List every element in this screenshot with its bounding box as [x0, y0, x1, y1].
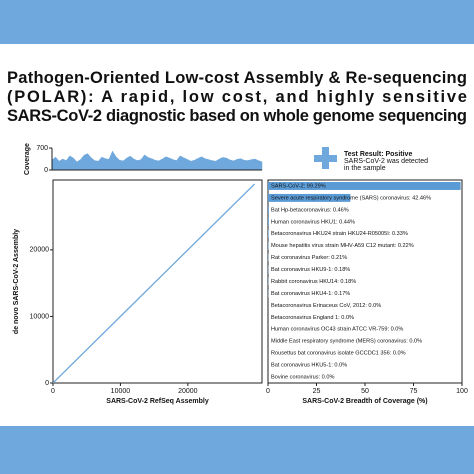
x-tick-label: 0: [51, 388, 55, 395]
bottom-band: [0, 426, 474, 474]
identity-line: [52, 183, 256, 384]
y-axis-label: de novo SARS-CoV-2 Assembly: [13, 229, 20, 334]
x-tick-label: 20000: [178, 388, 198, 395]
category-label: Betacoronavirus HKU24 strain HKU24-R0500…: [271, 231, 408, 237]
x-tick-label: 0: [266, 388, 270, 395]
title-line: SARS-CoV-2 diagnostic based on whole gen…: [7, 107, 467, 125]
x-tick-label: 10000: [111, 388, 131, 395]
y-tick-label: 0: [45, 380, 49, 387]
x-tick-label: 100: [456, 388, 468, 395]
test-result-line: in the sample: [344, 165, 386, 172]
category-label: Rousettus bat coronavirus isolate GCCDC1…: [271, 351, 406, 357]
y-tick-label: 700: [36, 145, 48, 152]
category-label: Bat coronavirus HKU5-1: 0.0%: [271, 363, 347, 369]
bar: [268, 217, 269, 226]
x-tick-label: 50: [361, 388, 369, 395]
category-label: Bat Hp-betacoronavirus: 0.46%: [271, 207, 349, 213]
x-axis-label: SARS-CoV-2 Breadth of Coverage (%): [302, 398, 427, 405]
coverage-area: [51, 150, 263, 171]
category-label: Bovine coronavirus: 0.0%: [271, 375, 334, 381]
test-result-line: SARS-CoV-2 was detected: [344, 158, 428, 165]
category-label: Betacoronavirus England 1: 0.0%: [271, 315, 354, 321]
bar: [268, 193, 351, 202]
category-label: Mouse hepatitis virus strain MHV-A59 C12…: [271, 243, 414, 249]
category-label: Human coronavirus HKU1: 0.44%: [271, 219, 355, 225]
plot-frame: [52, 179, 263, 384]
title-line: (POLAR): A rapid, low cost, and highly s…: [7, 88, 467, 106]
x-tick-label: 25: [313, 388, 321, 395]
x-axis-label: SARS-CoV-2 RefSeq Assembly: [106, 398, 209, 405]
bar: [268, 182, 461, 190]
category-label: Rabbit coronavirus HKU14: 0.18%: [271, 279, 356, 285]
category-label: Bat coronavirus HKU4-1: 0.17%: [271, 291, 350, 297]
y-tick-label: 10000: [30, 313, 50, 320]
category-label: Rat coronavirus Parker: 0.21%: [271, 255, 347, 261]
y-tick-label: 0: [44, 167, 48, 174]
category-label: Human coronavirus OC43 strain ATCC VR-75…: [271, 327, 403, 333]
plus-icon: [314, 147, 337, 169]
top-band: [0, 0, 474, 44]
category-label: Severe acute respiratory syndrome (SARS)…: [271, 195, 431, 201]
test-result-heading: Test Result: Positive: [344, 151, 412, 158]
y-axis-label: Coverage: [24, 143, 31, 175]
category-label: Betacoronavirus Erinaceus CoV, 2012: 0.0…: [271, 303, 381, 309]
bar: [268, 205, 269, 214]
y-tick-label: 20000: [30, 247, 50, 254]
bar: [268, 229, 269, 238]
category-label: Middle East respiratory syndrome (MERS) …: [271, 339, 422, 345]
category-label: SARS-CoV-2: 99.29%: [271, 183, 326, 189]
x-tick-label: 75: [410, 388, 418, 395]
title-line: Pathogen-Oriented Low-cost Assembly & Re…: [7, 69, 467, 87]
category-label: Bat coronavirus HKU9-1: 0.18%: [271, 267, 350, 273]
